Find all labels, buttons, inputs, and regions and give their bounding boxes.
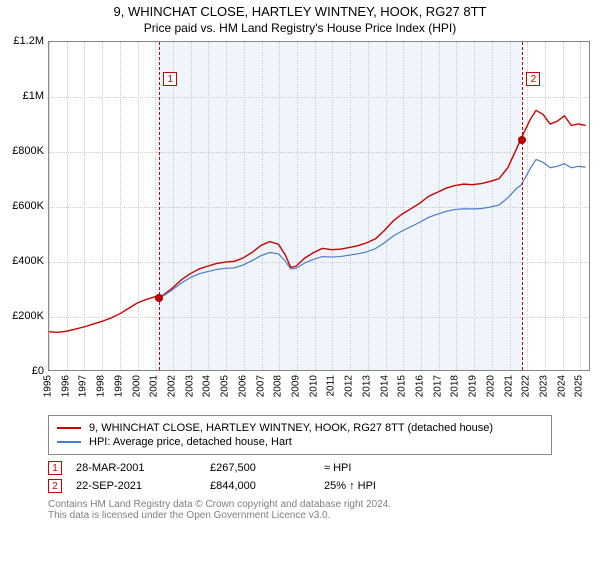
transaction-price-2: £844,000: [210, 480, 310, 492]
x-tick-label: 2006: [237, 375, 248, 397]
marker-box-2: 2: [526, 72, 540, 86]
transaction-marker-2: 2: [48, 479, 62, 493]
x-tick-label: 2014: [379, 375, 390, 397]
transaction-note-1: ≈ HPI: [324, 462, 552, 474]
x-tick-label: 1998: [96, 375, 107, 397]
footer-line-1: Contains HM Land Registry data © Crown c…: [48, 499, 552, 510]
x-tick-label: 2001: [149, 375, 160, 397]
marker-dot-1: [155, 294, 163, 302]
x-tick-label: 2017: [432, 375, 443, 397]
x-tick-label: 1996: [60, 375, 71, 397]
x-tick-label: 2025: [574, 375, 585, 397]
x-tick-label: 1999: [113, 375, 124, 397]
chart-plot: 1 2: [48, 41, 590, 371]
x-tick-label: 2016: [414, 375, 425, 397]
x-tick-label: 2003: [184, 375, 195, 397]
transaction-row-1: 1 28-MAR-2001 £267,500 ≈ HPI: [48, 461, 552, 475]
x-tick-label: 2012: [344, 375, 355, 397]
x-tick-label: 2022: [521, 375, 532, 397]
footer: Contains HM Land Registry data © Crown c…: [48, 499, 552, 521]
transaction-price-1: £267,500: [210, 462, 310, 474]
x-tick-label: 2007: [255, 375, 266, 397]
legend-label-2: HPI: Average price, detached house, Hart: [89, 436, 292, 448]
transaction-marker-1: 1: [48, 461, 62, 475]
transaction-table: 1 28-MAR-2001 £267,500 ≈ HPI 2 22-SEP-20…: [48, 461, 552, 493]
y-tick-label: £400K: [4, 255, 44, 267]
x-tick-label: 2019: [468, 375, 479, 397]
y-tick-label: £600K: [4, 200, 44, 212]
x-tick-label: 2011: [326, 375, 337, 397]
legend-swatch-1: [57, 427, 81, 429]
y-tick-label: £200K: [4, 310, 44, 322]
legend: 9, WHINCHAT CLOSE, HARTLEY WINTNEY, HOOK…: [48, 415, 552, 455]
x-tick-label: 2004: [202, 375, 213, 397]
x-tick-label: 2010: [308, 375, 319, 397]
x-tick-label: 2000: [131, 375, 142, 397]
x-tick-label: 2023: [538, 375, 549, 397]
legend-row-2: HPI: Average price, detached house, Hart: [57, 436, 543, 448]
footer-line-2: This data is licensed under the Open Gov…: [48, 510, 552, 521]
y-tick-label: £0: [4, 365, 44, 377]
chart-area: 1 2 £0£200K£400K£600K£800K£1M£1.2M 19951…: [0, 41, 600, 411]
x-tick-label: 2020: [485, 375, 496, 397]
y-tick-label: £1.2M: [4, 35, 44, 47]
marker-vline-1: [159, 42, 160, 370]
x-tick-label: 2009: [290, 375, 301, 397]
x-tick-label: 2021: [503, 375, 514, 397]
y-tick-label: £1M: [4, 90, 44, 102]
legend-label-1: 9, WHINCHAT CLOSE, HARTLEY WINTNEY, HOOK…: [89, 422, 493, 434]
x-tick-label: 2002: [166, 375, 177, 397]
marker-dot-2: [518, 136, 526, 144]
marker-vline-2: [522, 42, 523, 370]
x-tick-label: 2013: [361, 375, 372, 397]
transaction-note-2: 25% ↑ HPI: [324, 480, 552, 492]
transaction-row-2: 2 22-SEP-2021 £844,000 25% ↑ HPI: [48, 479, 552, 493]
x-tick-label: 2015: [397, 375, 408, 397]
legend-row-1: 9, WHINCHAT CLOSE, HARTLEY WINTNEY, HOOK…: [57, 422, 543, 434]
chart-lines: [49, 42, 589, 370]
transaction-date-1: 28-MAR-2001: [76, 462, 196, 474]
x-tick-label: 2008: [273, 375, 284, 397]
transaction-date-2: 22-SEP-2021: [76, 480, 196, 492]
title-line-1: 9, WHINCHAT CLOSE, HARTLEY WINTNEY, HOOK…: [0, 4, 600, 19]
y-tick-label: £800K: [4, 145, 44, 157]
x-tick-label: 1997: [78, 375, 89, 397]
title-line-2: Price paid vs. HM Land Registry's House …: [0, 21, 600, 35]
series-property: [49, 110, 586, 332]
x-tick-label: 2018: [450, 375, 461, 397]
x-tick-label: 2005: [220, 375, 231, 397]
legend-swatch-2: [57, 441, 81, 443]
marker-box-1: 1: [163, 72, 177, 86]
x-tick-label: 1995: [43, 375, 54, 397]
x-tick-label: 2024: [556, 375, 567, 397]
